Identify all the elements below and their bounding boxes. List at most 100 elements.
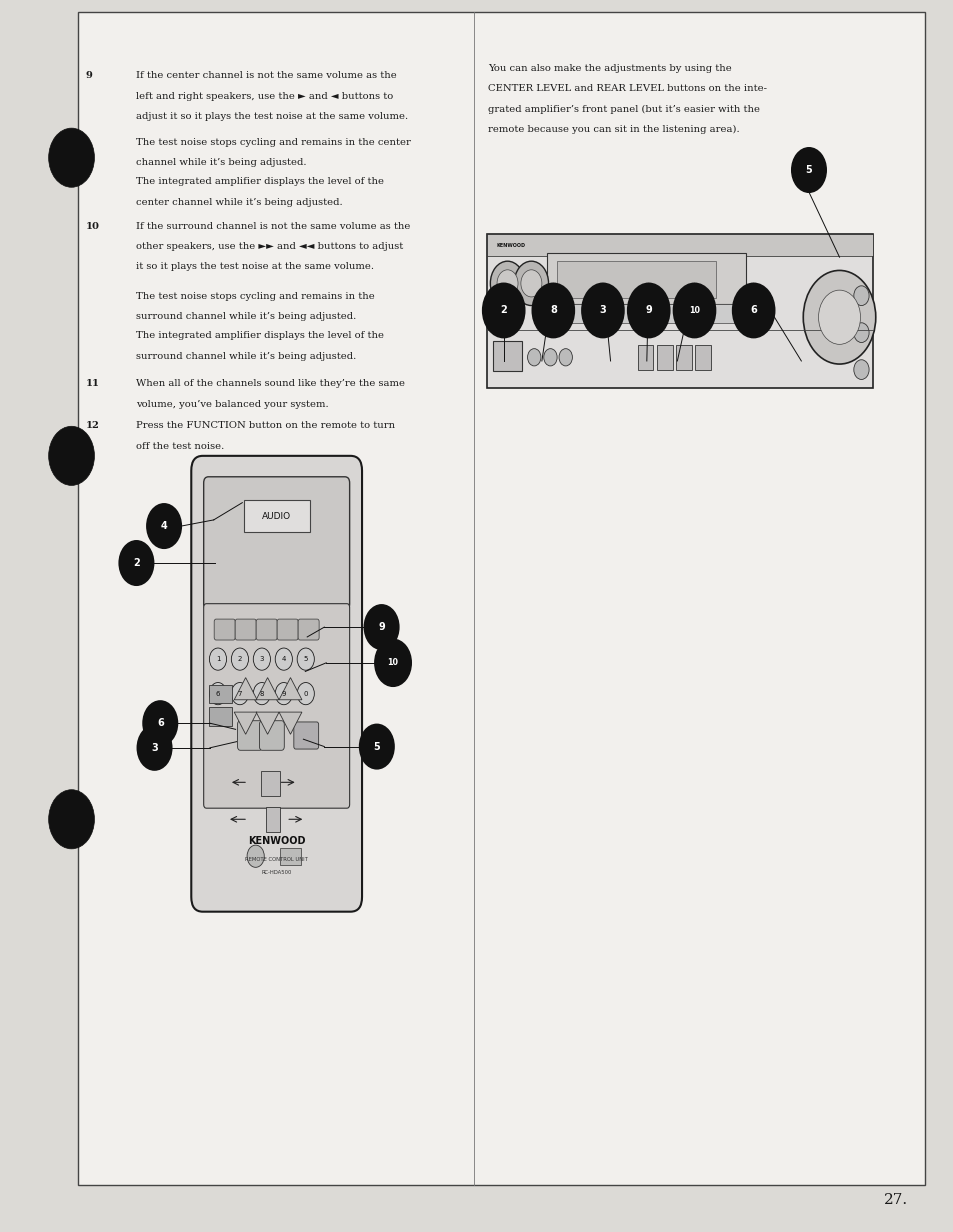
Circle shape (627, 283, 669, 338)
Text: left and right speakers, use the ► and ◄ buttons to: left and right speakers, use the ► and ◄… (136, 92, 394, 101)
Circle shape (520, 270, 541, 297)
Circle shape (247, 845, 264, 867)
Text: 5: 5 (804, 165, 812, 175)
Text: 2: 2 (499, 306, 507, 315)
Circle shape (274, 683, 292, 705)
FancyBboxPatch shape (546, 253, 745, 304)
Text: 5: 5 (303, 657, 308, 662)
Circle shape (853, 360, 868, 379)
FancyBboxPatch shape (676, 345, 691, 370)
FancyBboxPatch shape (191, 456, 361, 912)
Circle shape (49, 426, 94, 485)
Text: The test noise stops cycling and remains in the: The test noise stops cycling and remains… (136, 292, 375, 301)
Circle shape (253, 648, 271, 670)
Circle shape (375, 639, 411, 686)
Circle shape (802, 270, 875, 365)
FancyBboxPatch shape (657, 345, 672, 370)
Text: 9: 9 (86, 71, 92, 80)
FancyBboxPatch shape (213, 618, 234, 641)
Text: grated amplifier’s front panel (but it’s easier with the: grated amplifier’s front panel (but it’s… (488, 105, 760, 113)
Text: You can also make the adjustments by using the: You can also make the adjustments by usi… (488, 64, 732, 73)
FancyBboxPatch shape (203, 604, 349, 808)
Circle shape (231, 648, 249, 670)
Text: 7: 7 (237, 691, 242, 696)
Circle shape (497, 270, 517, 297)
Text: 5: 5 (373, 742, 380, 752)
FancyBboxPatch shape (234, 618, 255, 641)
Circle shape (253, 683, 271, 705)
Circle shape (209, 683, 226, 705)
Polygon shape (255, 678, 278, 700)
Circle shape (359, 724, 394, 769)
Circle shape (527, 349, 540, 366)
Circle shape (364, 605, 398, 649)
Text: center channel while it’s being adjusted.: center channel while it’s being adjusted… (136, 197, 343, 207)
Text: 4: 4 (281, 657, 286, 662)
Text: 4: 4 (160, 521, 168, 531)
Text: 3: 3 (259, 657, 264, 662)
FancyBboxPatch shape (209, 685, 232, 703)
Text: 2: 2 (237, 657, 242, 662)
Text: 12: 12 (86, 421, 100, 430)
Text: 27.: 27. (883, 1194, 907, 1207)
FancyBboxPatch shape (695, 345, 710, 370)
Circle shape (490, 261, 524, 306)
Circle shape (143, 701, 177, 745)
Text: 6: 6 (156, 718, 164, 728)
FancyBboxPatch shape (493, 341, 521, 371)
FancyBboxPatch shape (486, 234, 872, 256)
FancyBboxPatch shape (266, 807, 279, 832)
Polygon shape (233, 712, 256, 734)
Circle shape (732, 283, 774, 338)
Text: KENWOOD: KENWOOD (496, 243, 524, 248)
Circle shape (231, 683, 249, 705)
FancyBboxPatch shape (638, 345, 653, 370)
Circle shape (543, 349, 557, 366)
FancyBboxPatch shape (280, 848, 301, 865)
Circle shape (274, 648, 292, 670)
Circle shape (119, 541, 153, 585)
Circle shape (296, 683, 314, 705)
Polygon shape (233, 678, 256, 700)
FancyBboxPatch shape (255, 618, 276, 641)
Text: 9: 9 (281, 691, 286, 696)
Circle shape (137, 726, 172, 770)
Circle shape (482, 283, 524, 338)
Text: 10: 10 (86, 222, 100, 230)
Polygon shape (278, 712, 301, 734)
FancyBboxPatch shape (276, 618, 297, 641)
Text: 11: 11 (86, 379, 100, 388)
Text: 6: 6 (749, 306, 757, 315)
Text: 9: 9 (644, 306, 652, 315)
Polygon shape (255, 712, 278, 734)
Text: The integrated amplifier displays the level of the: The integrated amplifier displays the le… (136, 177, 384, 186)
FancyBboxPatch shape (203, 477, 349, 610)
Text: 1: 1 (215, 657, 220, 662)
Text: The test noise stops cycling and remains in the center: The test noise stops cycling and remains… (136, 138, 411, 147)
Text: remote because you can sit in the listening area).: remote because you can sit in the listen… (488, 124, 740, 134)
Text: AUDIO: AUDIO (262, 511, 291, 521)
Text: adjust it so it plays the test noise at the same volume.: adjust it so it plays the test noise at … (136, 112, 408, 121)
FancyBboxPatch shape (237, 721, 262, 750)
FancyBboxPatch shape (557, 261, 716, 298)
Text: 8: 8 (259, 691, 264, 696)
Text: channel while it’s being adjusted.: channel while it’s being adjusted. (136, 158, 307, 168)
Text: RC-HDA500: RC-HDA500 (261, 870, 292, 875)
Circle shape (532, 283, 574, 338)
FancyBboxPatch shape (78, 12, 924, 1185)
Circle shape (514, 261, 548, 306)
Circle shape (558, 349, 572, 366)
Text: The integrated amplifier displays the level of the: The integrated amplifier displays the le… (136, 331, 384, 340)
Text: REMOTE CONTROL UNIT: REMOTE CONTROL UNIT (245, 857, 308, 862)
Circle shape (673, 283, 715, 338)
Text: 9: 9 (377, 622, 385, 632)
Text: other speakers, use the ►► and ◄◄ buttons to adjust: other speakers, use the ►► and ◄◄ button… (136, 241, 403, 251)
Text: volume, you’ve balanced your system.: volume, you’ve balanced your system. (136, 399, 329, 409)
FancyBboxPatch shape (294, 722, 318, 749)
Circle shape (49, 128, 94, 187)
Text: surround channel while it’s being adjusted.: surround channel while it’s being adjust… (136, 352, 356, 361)
Text: CENTER LEVEL and REAR LEVEL buttons on the inte-: CENTER LEVEL and REAR LEVEL buttons on t… (488, 84, 766, 94)
FancyBboxPatch shape (548, 304, 743, 323)
Polygon shape (278, 678, 301, 700)
FancyBboxPatch shape (261, 771, 280, 796)
